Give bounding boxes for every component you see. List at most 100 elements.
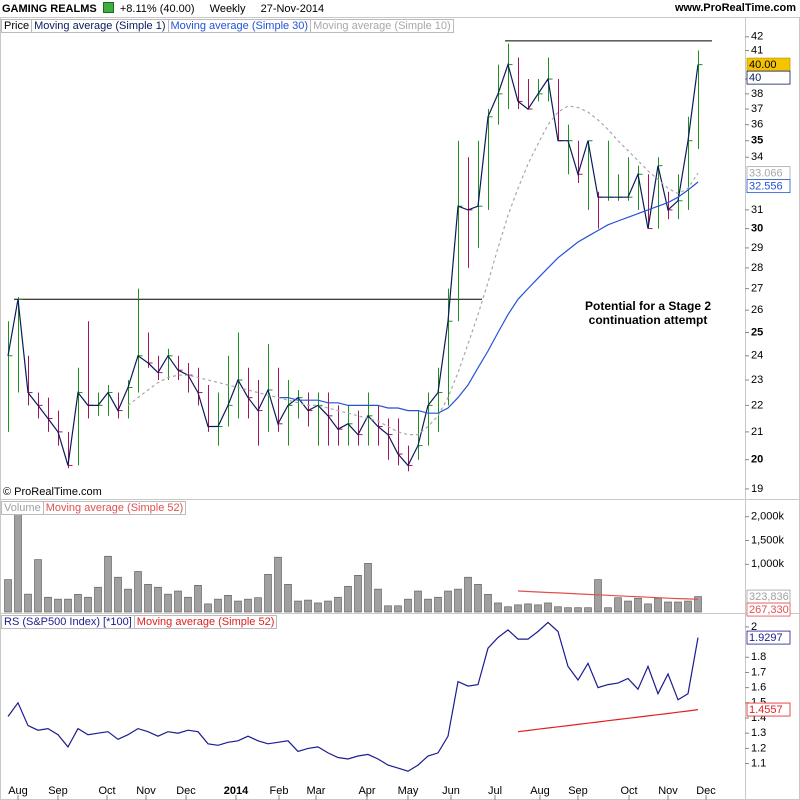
change: +8.11% (40.00) bbox=[119, 3, 195, 15]
date: 27-Nov-2014 bbox=[260, 3, 325, 15]
legend-entry: Moving average (Simple 52) bbox=[42, 501, 187, 515]
y-tick-label: 1.1 bbox=[751, 757, 766, 769]
volume-bar bbox=[114, 576, 122, 613]
volume-bar bbox=[34, 559, 42, 613]
y-tick-label: 27 bbox=[751, 283, 763, 295]
volume-bar bbox=[24, 593, 32, 613]
y-tick-label: 1.2 bbox=[751, 742, 766, 754]
volume-bar bbox=[214, 598, 222, 613]
y-tick-label: 21 bbox=[751, 426, 763, 438]
x-tick-label: Nov bbox=[658, 785, 678, 797]
x-tick-label: Aug bbox=[8, 785, 28, 797]
volume-bar bbox=[664, 601, 672, 613]
y-tick-label: 34 bbox=[751, 151, 763, 163]
volume-bar bbox=[554, 606, 562, 613]
y-tick-label: 1.3 bbox=[751, 727, 766, 739]
volume-bar bbox=[204, 603, 212, 613]
volume-bar bbox=[64, 598, 72, 613]
value-label: 32.556 bbox=[749, 181, 783, 193]
volume-bar bbox=[94, 586, 102, 613]
volume-bar bbox=[344, 585, 352, 613]
volume-bar bbox=[404, 598, 412, 613]
y-tick-label: 2,000k bbox=[751, 511, 785, 523]
y-tick-label: 22 bbox=[751, 399, 763, 411]
volume-bar bbox=[544, 602, 552, 613]
value-label: 1.4557 bbox=[749, 704, 783, 716]
volume-bar bbox=[154, 586, 162, 613]
volume-bar bbox=[394, 605, 402, 613]
volume-bar bbox=[74, 594, 82, 613]
value-label-box bbox=[746, 179, 791, 194]
volume-bar bbox=[694, 596, 702, 613]
volume-bar bbox=[654, 597, 662, 613]
y-tick-label: 28 bbox=[751, 262, 763, 274]
y-tick-label: 41 bbox=[751, 44, 763, 56]
volume-bar bbox=[484, 594, 492, 613]
volume-bar bbox=[364, 563, 372, 613]
y-tick-label: 23 bbox=[751, 374, 763, 386]
y-tick-label: 2 bbox=[751, 621, 757, 633]
value-label-box bbox=[746, 630, 791, 645]
volume-bar bbox=[294, 600, 302, 613]
volume-bar bbox=[514, 604, 522, 613]
series-line bbox=[7, 62, 699, 467]
x-tick-label: May bbox=[398, 785, 419, 797]
y-tick-label: 42 bbox=[751, 31, 763, 43]
volume-bar bbox=[504, 606, 512, 613]
y-tick-label: 19 bbox=[751, 483, 763, 495]
volume-bar bbox=[474, 584, 482, 613]
volume-bar bbox=[454, 588, 462, 613]
volume-bar bbox=[254, 597, 262, 613]
volume-bar bbox=[564, 607, 572, 613]
annotation: Potential for a Stage 2 continuation att… bbox=[584, 299, 712, 327]
y-tick-label: 31 bbox=[751, 204, 763, 216]
series-line bbox=[127, 105, 699, 436]
series-line bbox=[517, 709, 699, 733]
y-tick-label: 26 bbox=[751, 304, 763, 316]
volume-bar bbox=[604, 607, 612, 613]
volume-bar bbox=[4, 579, 12, 613]
volume-bar bbox=[424, 598, 432, 613]
x-tick-label: 2014 bbox=[224, 785, 249, 797]
volume-bar bbox=[124, 588, 132, 613]
volume-bar bbox=[144, 584, 152, 613]
up-icon bbox=[102, 2, 114, 13]
legend: RS (S&P500 Index) [*100] Moving average (… bbox=[1, 615, 278, 629]
volume-bar bbox=[84, 596, 92, 613]
y-tick-label: 1.7 bbox=[751, 666, 766, 678]
volume-bar bbox=[384, 605, 392, 613]
volume-bar bbox=[194, 585, 202, 613]
x-tick-label: Dec bbox=[176, 785, 196, 797]
volume-bar bbox=[224, 595, 232, 613]
volume-bar bbox=[234, 600, 242, 613]
value-label-box bbox=[746, 602, 791, 617]
volume-bar bbox=[444, 590, 452, 613]
value-label-box bbox=[746, 702, 791, 717]
volume-bar bbox=[414, 590, 422, 613]
volume-bar bbox=[264, 574, 272, 613]
y-tick-label: 37 bbox=[751, 103, 763, 115]
x-tick-label: Feb bbox=[270, 785, 289, 797]
series-line bbox=[278, 181, 699, 414]
y-tick-label: 1,500k bbox=[751, 534, 785, 546]
x-tick-label: Jul bbox=[488, 785, 502, 797]
value-label: 40.00 bbox=[749, 59, 777, 71]
y-tick-label: 29 bbox=[751, 242, 763, 254]
copyright: © ProRealTime.com bbox=[3, 486, 102, 498]
y-tick-label: 35 bbox=[751, 135, 763, 147]
y-tick-label: 36 bbox=[751, 119, 763, 131]
volume-bar bbox=[584, 607, 592, 613]
volume-bar bbox=[674, 601, 682, 613]
x-tick-label: Jun bbox=[442, 785, 460, 797]
series-line bbox=[517, 590, 699, 600]
value-label: 40 bbox=[749, 72, 761, 84]
volume-bar bbox=[174, 590, 182, 613]
volume-bar bbox=[54, 598, 62, 613]
value-label-box bbox=[746, 70, 791, 85]
y-tick-label: 38 bbox=[751, 88, 763, 100]
value-label: 323,836 bbox=[749, 591, 789, 603]
site: www.ProRealTime.com bbox=[674, 2, 796, 14]
volume-bar bbox=[594, 579, 602, 613]
y-tick-label: 30 bbox=[751, 222, 763, 234]
